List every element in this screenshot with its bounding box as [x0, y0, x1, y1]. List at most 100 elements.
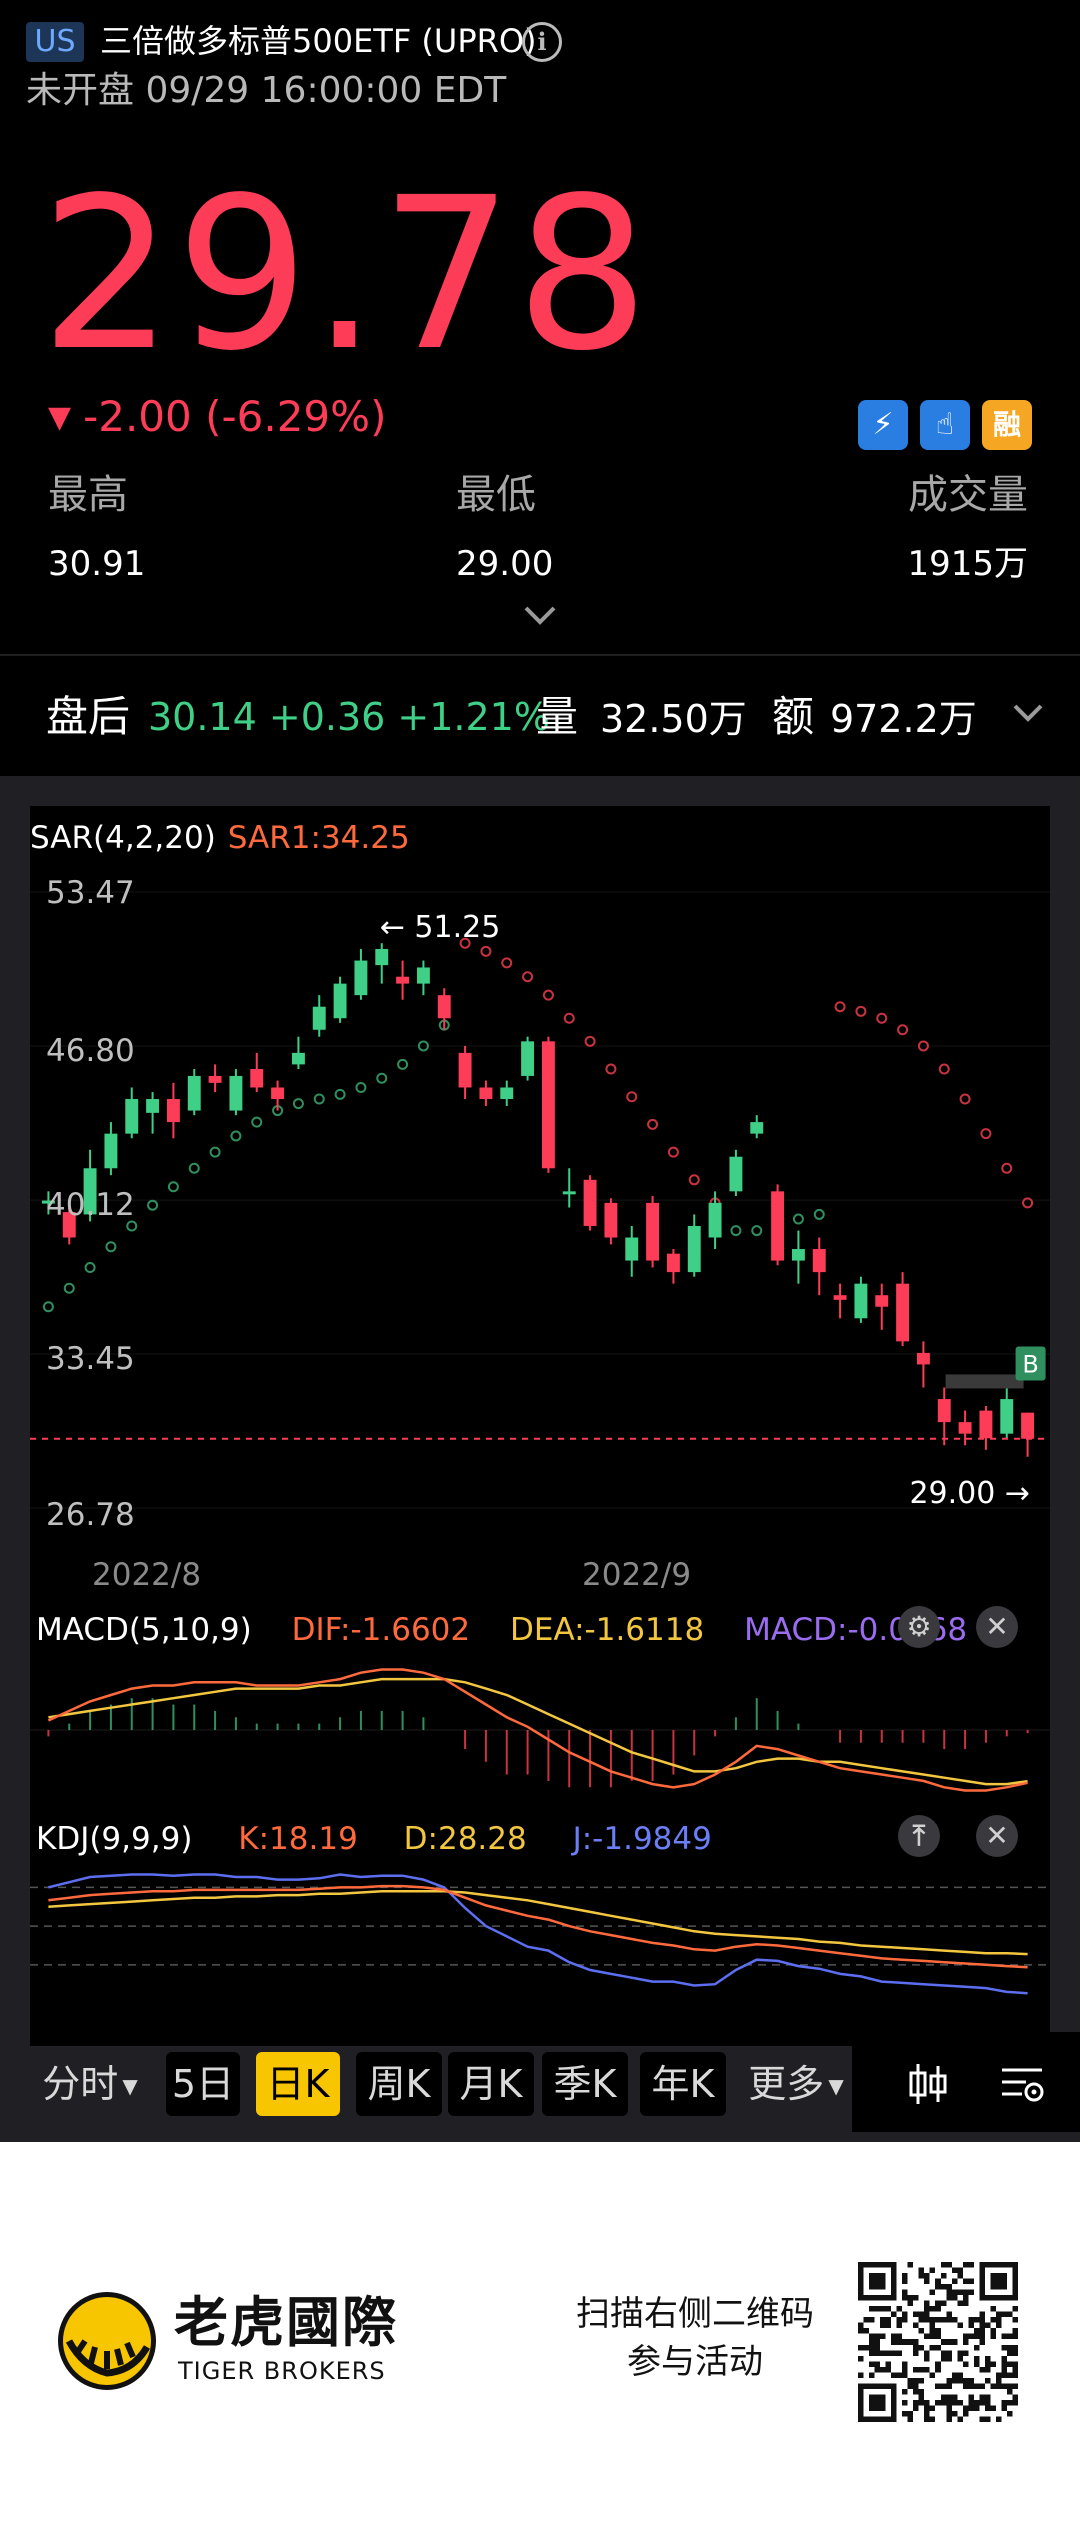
qr-module: [891, 2350, 897, 2356]
margin-badge[interactable]: 融: [982, 400, 1032, 450]
qr-module: [924, 2399, 930, 2406]
qr-module: [957, 2416, 963, 2422]
qr-module: [1006, 2350, 1013, 2356]
qr-module: [913, 2377, 919, 2384]
close-icon[interactable]: ✕: [976, 1815, 1018, 1857]
qr-module: [990, 2328, 996, 2334]
close-icon[interactable]: ✕: [976, 1606, 1018, 1648]
qr-module: [1001, 2333, 1007, 2340]
dif-line: [47, 1668, 1028, 1792]
qr-module: [1012, 2361, 1018, 2367]
qr-module: [1001, 2366, 1007, 2373]
market-status: 未开盘 09/29 16:00:00 EDT: [26, 70, 507, 111]
candle-body: [166, 1099, 180, 1123]
indicator-settings-icon[interactable]: [998, 2062, 1046, 2106]
qr-module: [918, 2267, 925, 2274]
qr-module: [924, 2273, 930, 2279]
chart-area[interactable]: [30, 806, 1050, 2046]
qr-module: [918, 2317, 925, 2323]
qr-module: [979, 2383, 985, 2389]
qr-module: [962, 2377, 969, 2384]
info-icon[interactable]: i: [522, 22, 562, 62]
qr-module: [924, 2410, 930, 2417]
qr-module: [962, 2361, 969, 2367]
after-hours-row[interactable]: 盘后 30.14 +0.36 +1.21% 量 32.50万 额 972.2万: [0, 656, 1080, 776]
tab-quarterly[interactable]: 季K: [542, 2052, 628, 2116]
sar-dot: [667, 1146, 679, 1158]
sar-dot: [522, 971, 534, 983]
sar-dot: [126, 1220, 138, 1232]
qr-module: [1001, 2383, 1007, 2389]
qr-module: [935, 2361, 941, 2367]
qr-module: [979, 2328, 985, 2334]
qr-module: [869, 2339, 875, 2345]
macd-label: MACD(5,10,9): [36, 1612, 252, 1648]
settings-icon[interactable]: ⚙: [898, 1606, 940, 1648]
qr-module: [979, 2322, 985, 2329]
candle-body: [729, 1156, 743, 1192]
qr-module: [973, 2355, 980, 2362]
qr-module: [874, 2361, 881, 2367]
qr-module: [995, 2322, 1002, 2329]
qr-module: [929, 2306, 936, 2312]
qr-module: [940, 2399, 947, 2406]
macd-chart[interactable]: [30, 1650, 1050, 1810]
dea-line: [48, 1677, 1028, 1786]
chart-tools: [852, 2032, 1080, 2132]
kdj-chart[interactable]: [30, 1862, 1050, 2018]
chevron-down-icon[interactable]: [520, 600, 560, 630]
qr-module: [962, 2262, 969, 2268]
after-hours-amount: 972.2万: [830, 697, 977, 741]
tab-5day[interactable]: 5日: [166, 2052, 240, 2116]
tab-daily[interactable]: 日K: [256, 2052, 340, 2116]
qr-module: [874, 2344, 881, 2351]
candle-body: [604, 1202, 618, 1238]
qr-module: [1001, 2361, 1007, 2367]
qr-module: [995, 2311, 1002, 2318]
pin-top-icon[interactable]: ⤒: [898, 1815, 940, 1857]
qr-module: [979, 2366, 985, 2373]
qr-module: [913, 2311, 919, 2318]
qr-module: [940, 2262, 947, 2268]
qr-module: [979, 2333, 985, 2340]
tab-monthly[interactable]: 月K: [448, 2052, 534, 2116]
qr-module: [995, 2372, 1002, 2378]
y-tick: 53.47: [46, 875, 135, 911]
qr-module: [940, 2339, 947, 2345]
qr-module: [913, 2405, 919, 2411]
qr-module: [984, 2399, 991, 2406]
candle-body: [354, 960, 368, 996]
qr-module: [962, 2339, 969, 2345]
qr-module: [946, 2311, 952, 2318]
tab-weekly[interactable]: 周K: [356, 2052, 442, 2116]
qr-module: [979, 2339, 985, 2345]
after-hours-volume-label: 量: [536, 692, 579, 741]
chevron-down-icon[interactable]: [1010, 700, 1046, 726]
stock-title[interactable]: 三倍做多标普500ETF (UPRO): [100, 22, 537, 60]
qr-module: [924, 2333, 930, 2340]
tab-intraday[interactable]: 分时 ▼: [30, 2052, 150, 2116]
qr-module: [924, 2416, 930, 2422]
candle-body: [771, 1191, 785, 1261]
qr-module: [1001, 2311, 1007, 2318]
scan-prompt: 扫描右侧二维码 参与活动: [560, 2290, 830, 2386]
candle-body: [500, 1087, 514, 1100]
candlestick-icon[interactable]: [904, 2062, 952, 2106]
low-value: 29.00: [456, 544, 554, 584]
qr-module: [880, 2306, 886, 2312]
qr-module: [935, 2278, 941, 2285]
qr-module: [885, 2317, 892, 2323]
last-price: 29.78: [40, 152, 652, 397]
candle-body: [708, 1202, 722, 1238]
kline-chart[interactable]: ← 51.25 29.00 → B: [30, 860, 1050, 1560]
tab-yearly[interactable]: 年K: [640, 2052, 726, 2116]
tab-more[interactable]: 更多 ▼: [740, 2052, 852, 2116]
lightning-icon[interactable]: ⚡: [858, 400, 908, 450]
qr-module: [968, 2317, 974, 2323]
candle-body: [291, 1052, 305, 1065]
tap-icon[interactable]: ☝: [920, 400, 970, 450]
qr-module: [935, 2333, 941, 2340]
tiger-logo-icon: [58, 2292, 156, 2390]
sar-dot: [147, 1199, 159, 1211]
qr-module: [929, 2328, 936, 2334]
